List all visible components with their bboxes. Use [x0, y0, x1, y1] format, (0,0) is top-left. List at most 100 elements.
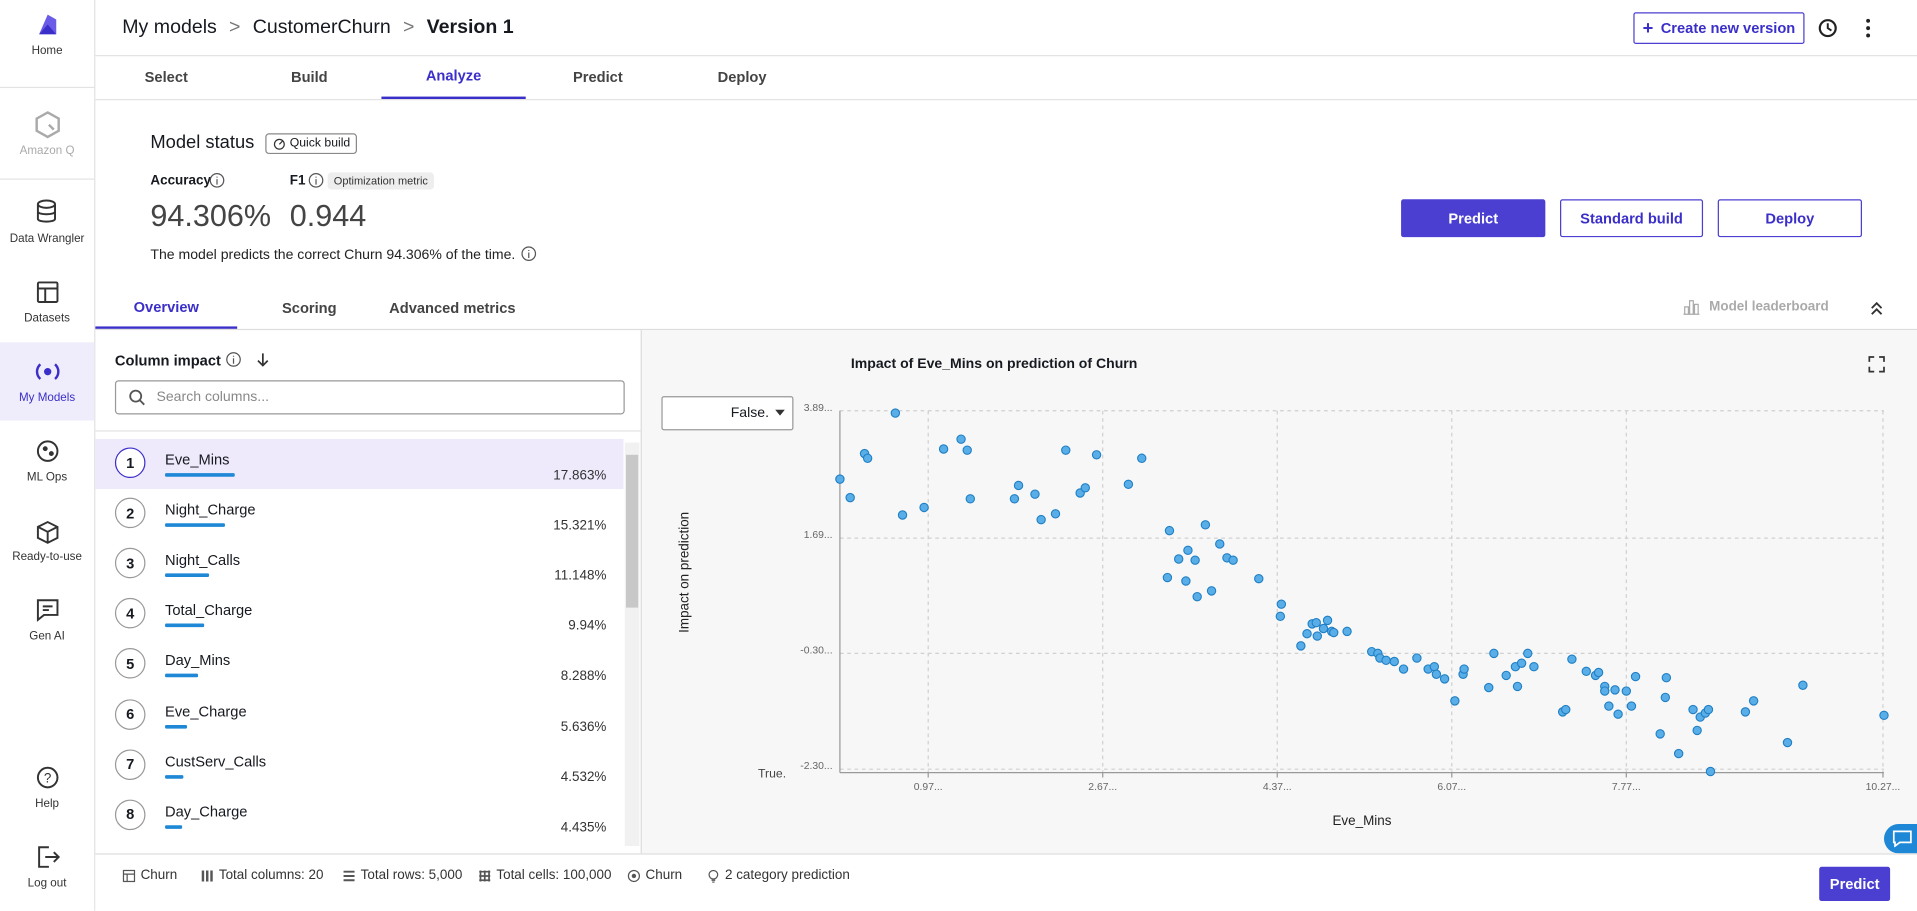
status-description: The model predicts the correct Churn 94.… — [150, 246, 536, 263]
info-icon[interactable] — [308, 172, 324, 188]
column-name: Day_Charge — [165, 802, 248, 820]
rank-badge: 1 — [114, 447, 146, 479]
scatter-point — [1661, 673, 1672, 683]
class-dropdown[interactable]: False. — [661, 396, 794, 431]
impact-value: 17.863% — [553, 468, 607, 483]
collapse-icon[interactable] — [1868, 300, 1885, 317]
column-row[interactable]: 3 Night_Calls 11.148% — [95, 539, 623, 589]
column-row[interactable]: 8 Day_Charge 4.435% — [95, 791, 623, 841]
y-tick-label: 3.89... — [804, 403, 833, 414]
chart-panel — [640, 330, 1917, 854]
footer-item: Total columns: 20 — [201, 868, 324, 883]
nav-label: My Models — [18, 391, 76, 405]
scatter-point — [1296, 641, 1306, 651]
standard-build-button[interactable]: Standard build — [1560, 199, 1704, 238]
scatter-point — [1036, 514, 1046, 525]
nav-label: Amazon Q — [19, 144, 75, 158]
scatter-point — [956, 434, 966, 444]
info-icon[interactable] — [209, 172, 225, 188]
metric-label: F1 — [289, 173, 306, 189]
column-name: Eve_Mins — [165, 451, 230, 469]
subtab[interactable]: Scoring — [281, 298, 337, 317]
footer-text: Total cells: 100,000 — [496, 868, 612, 883]
more-icon[interactable] — [1858, 16, 1878, 40]
nav-data-wrangler[interactable]: Data Wrangler — [0, 198, 94, 276]
tab[interactable]: Build — [290, 68, 328, 86]
optimization-badge: Optimization metric — [327, 172, 435, 190]
column-row[interactable]: 7 CustServ_Calls 4.532% — [95, 740, 623, 790]
scatter-point — [1381, 655, 1391, 666]
column-row[interactable]: 5 Day_Mins 8.288% — [95, 640, 623, 690]
column-row[interactable]: 2 Night_Charge 15.321% — [95, 489, 623, 539]
tab[interactable]: Deploy — [717, 68, 767, 86]
sidebar: Home Amazon Q Data Wrangler Datasets My … — [0, 0, 96, 911]
scatter-point — [1311, 617, 1321, 628]
rank-badge: 5 — [114, 648, 146, 680]
nav-my-models[interactable]: My Models — [0, 342, 95, 421]
impact-bar — [165, 824, 183, 829]
scatter-point — [1215, 539, 1225, 549]
impact-value: 8.288% — [560, 669, 607, 684]
metric-label: Accuracy — [150, 173, 211, 189]
crumb[interactable]: My models — [122, 17, 217, 38]
quick-build-badge: Quick build — [265, 133, 358, 155]
rank-badge: 6 — [114, 698, 146, 730]
column-name: Night_Charge — [165, 501, 256, 519]
nav-ready-to-use[interactable]: Ready-to-use — [0, 516, 94, 594]
scatter-point — [1561, 704, 1571, 715]
footer-text: Churn — [140, 868, 178, 883]
nav-label: Log out — [27, 876, 67, 891]
tab[interactable]: Select — [144, 68, 188, 86]
scatter-point — [1489, 648, 1499, 659]
x-axis-label: Eve_Mins — [1332, 813, 1391, 828]
scatter-point — [1254, 573, 1264, 584]
nav-label: Gen AI — [29, 629, 65, 644]
nav-gen-ai[interactable]: Gen AI — [0, 595, 94, 673]
create-version-button[interactable]: + Create new version — [1633, 12, 1805, 45]
scatter-point — [1613, 709, 1623, 719]
column-row[interactable]: 1 Eve_Mins 17.863% — [95, 438, 624, 490]
scatter-point — [1200, 520, 1211, 530]
deploy-button[interactable]: Deploy — [1717, 199, 1862, 238]
scatter-point — [1604, 701, 1614, 711]
rank-badge: 3 — [114, 547, 146, 579]
column-row[interactable]: 6 Eve_Charge 5.636% — [95, 690, 623, 740]
crumb[interactable]: CustomerChurn — [252, 17, 391, 38]
scatter-point — [1190, 555, 1200, 565]
nav-home[interactable]: Home — [0, 10, 94, 88]
footer-predict-button[interactable]: Predict — [1819, 866, 1891, 902]
description-text: The model predicts the correct Churn 94.… — [150, 248, 516, 263]
x-tick-label: 10.27... — [1866, 782, 1901, 793]
y-axis-label: Impact on prediction — [676, 512, 691, 633]
impact-value: 4.435% — [560, 819, 607, 835]
x-tick-label: 7.77... — [1612, 782, 1641, 793]
expand-icon[interactable] — [1868, 356, 1885, 373]
nav-datasets[interactable]: Datasets — [0, 278, 94, 356]
panel-icons[interactable] — [225, 351, 274, 368]
scatter-point — [1173, 554, 1184, 564]
column-name: CustServ_Calls — [165, 752, 267, 770]
nav-log-out[interactable]: Log out — [0, 842, 94, 910]
nav-amazon-q[interactable]: Amazon Q — [0, 110, 94, 188]
tab-active[interactable]: Analyze — [381, 55, 526, 100]
scatter-point — [1342, 626, 1352, 637]
badge-label: Quick build — [289, 136, 351, 151]
nav-ml-ops[interactable]: ML Ops — [0, 436, 94, 514]
scatter-point — [862, 453, 873, 463]
leaderboard-link[interactable]: Model leaderboard — [1682, 298, 1829, 315]
history-icon[interactable] — [1816, 16, 1840, 40]
column-row[interactable]: 4 Total_Charge 9.94% — [95, 590, 623, 640]
subtab[interactable]: Advanced metrics — [389, 298, 516, 317]
subtab-active[interactable]: Overview — [95, 286, 238, 329]
scatter-point — [1137, 453, 1147, 463]
tab[interactable]: Predict — [572, 68, 623, 86]
nav-help[interactable]: ? Help — [0, 763, 94, 841]
impact-bar — [165, 573, 209, 578]
scrollbar[interactable] — [624, 442, 640, 847]
chat-button[interactable] — [1883, 824, 1917, 854]
f1-value: 0.944 — [289, 199, 367, 234]
scatter-point — [962, 445, 972, 455]
footer-item: Churn — [122, 868, 177, 883]
search-box[interactable]: Search columns... — [114, 380, 625, 415]
predict-button[interactable]: Predict — [1401, 199, 1546, 238]
